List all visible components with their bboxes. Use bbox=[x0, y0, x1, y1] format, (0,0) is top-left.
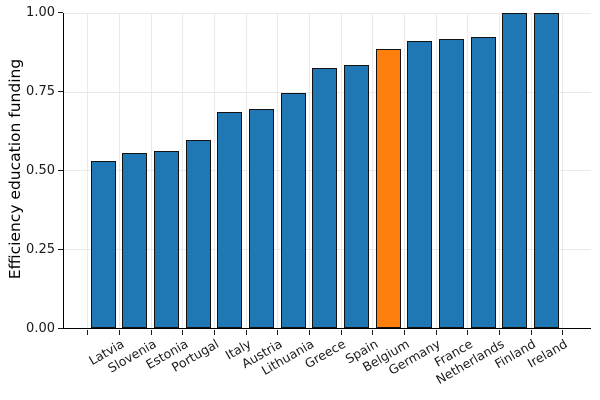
x-gridline bbox=[403, 12, 405, 329]
bar-greece bbox=[312, 67, 338, 329]
bar-estonia bbox=[154, 150, 180, 329]
bar-lithuania bbox=[280, 92, 306, 329]
x-tick-mark bbox=[340, 329, 342, 335]
y-gridline bbox=[64, 12, 591, 14]
x-gridline bbox=[213, 12, 215, 329]
bar-slovenia bbox=[122, 152, 148, 329]
x-gridline bbox=[562, 12, 564, 329]
x-gridline bbox=[308, 12, 310, 329]
y-tick-mark bbox=[57, 248, 63, 250]
x-gridline bbox=[277, 12, 279, 329]
y-tick-label: 0.50 bbox=[26, 163, 55, 178]
x-tick-mark bbox=[308, 329, 311, 335]
x-gridline bbox=[245, 12, 247, 329]
y-tick-label: 0.00 bbox=[26, 320, 55, 336]
x-gridline bbox=[182, 12, 184, 329]
y-tick-mark bbox=[57, 169, 63, 172]
y-tick-mark bbox=[57, 12, 63, 14]
bar-italy bbox=[217, 112, 243, 329]
x-tick-mark bbox=[562, 329, 564, 335]
bar-spain bbox=[343, 64, 369, 329]
x-tick-mark bbox=[277, 329, 279, 335]
x-gridline bbox=[435, 12, 437, 329]
x-tick-mark bbox=[498, 329, 501, 335]
x-tick-mark bbox=[150, 329, 152, 335]
y-tick-label: 0.75 bbox=[26, 84, 55, 100]
bar-austria bbox=[249, 108, 274, 329]
bar-netherlands bbox=[470, 37, 496, 329]
x-gridline bbox=[498, 12, 500, 329]
x-tick-mark bbox=[530, 329, 532, 335]
x-tick-mark bbox=[372, 329, 374, 335]
x-gridline bbox=[87, 12, 89, 329]
bar-france bbox=[438, 38, 464, 329]
x-gridline bbox=[118, 12, 120, 329]
y-tick-mark bbox=[57, 90, 63, 93]
x-gridline bbox=[372, 12, 374, 329]
x-gridline bbox=[340, 12, 342, 329]
bar-portugal bbox=[185, 139, 211, 329]
x-tick-mark bbox=[118, 329, 121, 335]
x-tick-mark bbox=[467, 329, 469, 335]
bar-germany bbox=[407, 41, 433, 329]
x-tick-mark bbox=[245, 329, 247, 335]
y-tick-mark bbox=[57, 327, 63, 329]
x-tick-mark bbox=[213, 329, 216, 335]
y-tick-label: 1.00 bbox=[26, 5, 55, 21]
x-gridline bbox=[150, 12, 152, 329]
x-tick-mark bbox=[182, 329, 184, 335]
bar-latvia bbox=[90, 161, 116, 329]
y-tick-label: 0.25 bbox=[26, 241, 55, 257]
x-tick-mark bbox=[87, 329, 89, 335]
x-gridline bbox=[530, 12, 532, 329]
x-tick-mark bbox=[403, 329, 406, 335]
x-tick-mark bbox=[435, 329, 437, 335]
plot-area bbox=[57, 12, 591, 335]
bar-finland bbox=[502, 12, 528, 329]
bar-belgium bbox=[375, 48, 401, 329]
bar-ireland bbox=[533, 12, 559, 329]
x-gridline bbox=[467, 12, 469, 329]
